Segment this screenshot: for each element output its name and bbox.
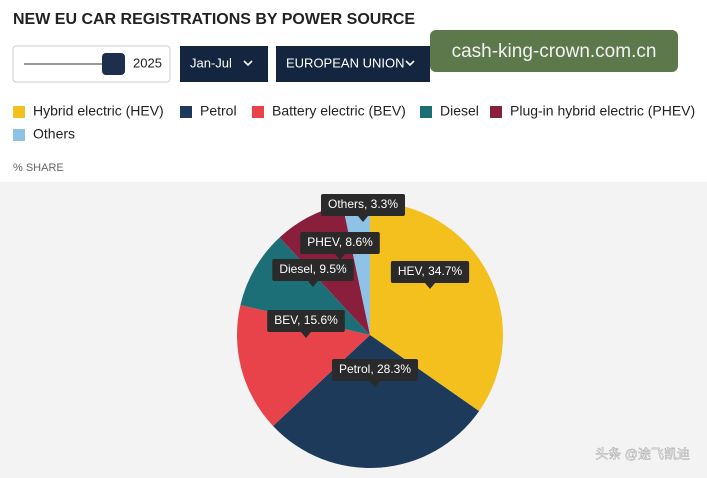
data-label: Diesel, 9.5%: [279, 262, 347, 276]
watermark-box: [430, 30, 678, 72]
year-label: 2025: [133, 55, 162, 70]
legend-swatch: [490, 106, 502, 118]
data-label: Petrol, 28.3%: [339, 362, 411, 376]
pie-slice: [370, 202, 503, 412]
data-label-pointer: [308, 281, 318, 287]
watermark: cash-king-crown.com.cn: [452, 41, 657, 62]
legend-swatch: [252, 106, 264, 118]
legend-label: Hybrid electric (HEV): [33, 103, 164, 119]
data-label: PHEV, 8.6%: [307, 235, 373, 249]
legend-label: Petrol: [200, 103, 237, 119]
region-label: EUROPEAN UNION: [286, 55, 404, 70]
data-label-box: [331, 359, 419, 381]
dropdown-arrow: [405, 60, 415, 67]
slider-handle[interactable]: [102, 53, 125, 75]
pie-slice: [273, 335, 480, 468]
data-label: HEV, 34.7%: [398, 264, 463, 278]
period-dropdown[interactable]: [180, 46, 268, 82]
data-label-box: [267, 310, 345, 332]
data-label-pointer: [335, 254, 345, 260]
credit: 头条 @途飞凯迪: [595, 446, 690, 461]
legend-label: Diesel: [440, 103, 479, 119]
legend-swatch: [13, 106, 25, 118]
period-label: Jan-Jul: [190, 55, 232, 70]
data-label-box: [320, 194, 406, 216]
legend-swatch: [420, 106, 432, 118]
region-dropdown[interactable]: [276, 46, 430, 82]
dropdown-arrow: [243, 60, 253, 67]
data-label-pointer: [301, 332, 311, 338]
legend-swatch: [180, 106, 192, 118]
subtitle: % SHARE: [13, 162, 64, 174]
pie-slice: [236, 305, 370, 427]
data-label-box: [390, 261, 470, 283]
data-label-box: [272, 259, 354, 281]
title: NEW EU CAR REGISTRATIONS BY POWER SOURCE: [13, 11, 415, 28]
data-label-pointer: [425, 283, 435, 289]
legend-label: Plug-in hybrid electric (PHEV): [510, 103, 695, 119]
data-label-pointer: [358, 216, 368, 222]
data-label: Others, 3.3%: [328, 197, 398, 211]
data-label-pointer: [370, 381, 380, 387]
data-label-box: [300, 232, 380, 254]
data-label: BEV, 15.6%: [274, 313, 338, 327]
legend-label: Battery electric (BEV): [272, 103, 406, 119]
legend-swatch: [13, 129, 25, 141]
legend-label: Others: [33, 126, 75, 142]
